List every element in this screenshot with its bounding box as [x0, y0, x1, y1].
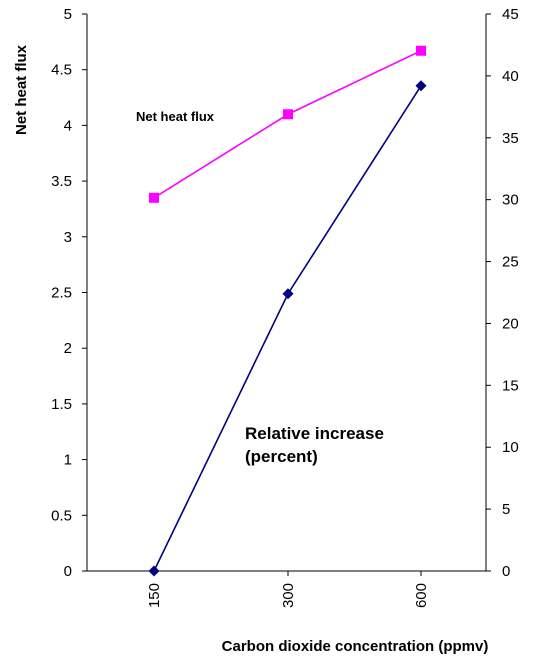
y-tick-label-left: 4	[64, 117, 72, 134]
y-tick-label-left: 1	[64, 452, 72, 469]
x-axis-title: Carbon dioxide concentration (ppmv)	[222, 638, 489, 655]
y-axis-title-left: Net heat flux	[13, 44, 30, 135]
y-tick-label-right: 35	[502, 130, 519, 147]
data-point-diamond	[282, 288, 294, 300]
series-markers	[148, 45, 427, 577]
x-tick-label: 150	[146, 583, 163, 608]
series-line-0	[153, 50, 422, 199]
data-point-square	[416, 45, 426, 56]
y-tick-label-right: 15	[502, 377, 519, 394]
left-axis-ticks: 0 0.5 1 1.5 2 2.5 3 3.5 4 4.5 5	[51, 6, 87, 580]
y-tick-label-left: 3.5	[51, 173, 72, 190]
data-point-diamond	[148, 565, 160, 577]
y-tick-label-right: 45	[502, 6, 519, 23]
y-tick-label-left: 4.5	[51, 62, 72, 79]
x-axis-ticks: 150 300 600	[146, 571, 430, 608]
series-label-net-heat-flux: Net heat flux	[136, 109, 215, 124]
y-tick-label-left: 5	[64, 6, 72, 23]
y-tick-label-right: 10	[502, 439, 519, 456]
series-line-1	[153, 85, 422, 572]
data-point-square	[283, 109, 293, 120]
right-axis-ticks: 0 5 10 15 20 25 30 35 40 45	[486, 6, 519, 580]
y-tick-label-right: 20	[502, 315, 519, 332]
series-label-relative-increase-line1: Relative increase	[245, 424, 384, 443]
y-tick-label-left: 0.5	[51, 507, 72, 524]
y-tick-label-left: 2	[64, 340, 72, 357]
y-tick-label-right: 5	[502, 501, 510, 518]
data-point-diamond	[415, 80, 427, 92]
y-tick-label-left: 0	[64, 563, 72, 580]
y-tick-label-left: 3	[64, 229, 72, 246]
y-tick-label-right: 25	[502, 254, 519, 271]
y-tick-label-right: 30	[502, 192, 519, 209]
series-label-relative-increase-line2: (percent)	[245, 447, 318, 466]
data-point-square	[149, 192, 159, 203]
x-tick-label: 300	[280, 583, 297, 608]
y-tick-label-right: 0	[502, 563, 510, 580]
y-tick-label-left: 2.5	[51, 285, 72, 302]
series-lines	[153, 50, 422, 572]
x-tick-label: 600	[413, 583, 430, 608]
y-tick-label-right: 40	[502, 68, 519, 85]
y-tick-label-left: 1.5	[51, 396, 72, 413]
